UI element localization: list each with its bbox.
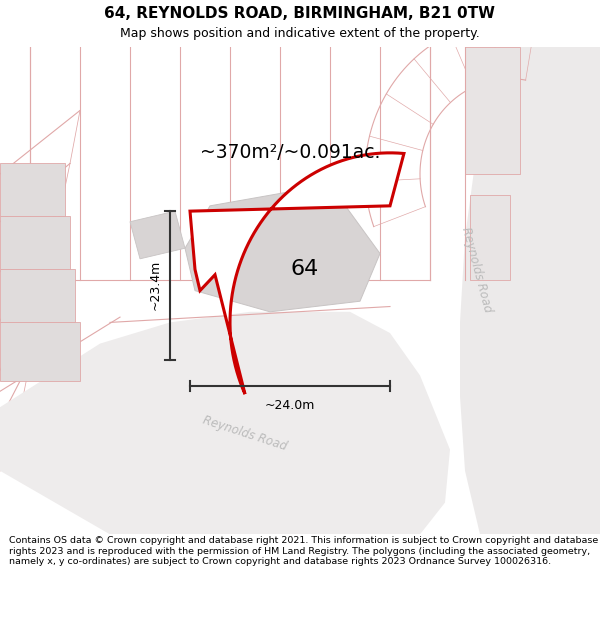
Polygon shape: [185, 184, 380, 312]
Text: ~24.0m: ~24.0m: [265, 399, 315, 412]
Text: ~370m²/~0.091ac.: ~370m²/~0.091ac.: [200, 143, 380, 162]
Polygon shape: [0, 322, 80, 381]
Polygon shape: [0, 216, 70, 269]
Polygon shape: [0, 164, 65, 216]
Polygon shape: [460, 47, 600, 534]
Text: 64: 64: [291, 259, 319, 279]
Text: ~23.4m: ~23.4m: [149, 260, 162, 311]
Polygon shape: [0, 269, 75, 322]
Text: Reynolds Road: Reynolds Road: [460, 225, 494, 314]
Text: 64, REYNOLDS ROAD, BIRMINGHAM, B21 0TW: 64, REYNOLDS ROAD, BIRMINGHAM, B21 0TW: [104, 6, 496, 21]
Polygon shape: [470, 195, 510, 280]
Text: Reynolds Road: Reynolds Road: [201, 414, 289, 454]
Polygon shape: [130, 211, 185, 259]
Polygon shape: [190, 153, 404, 394]
Polygon shape: [465, 47, 520, 174]
Polygon shape: [0, 312, 450, 534]
Text: Map shows position and indicative extent of the property.: Map shows position and indicative extent…: [120, 28, 480, 40]
Text: Contains OS data © Crown copyright and database right 2021. This information is : Contains OS data © Crown copyright and d…: [9, 536, 598, 566]
